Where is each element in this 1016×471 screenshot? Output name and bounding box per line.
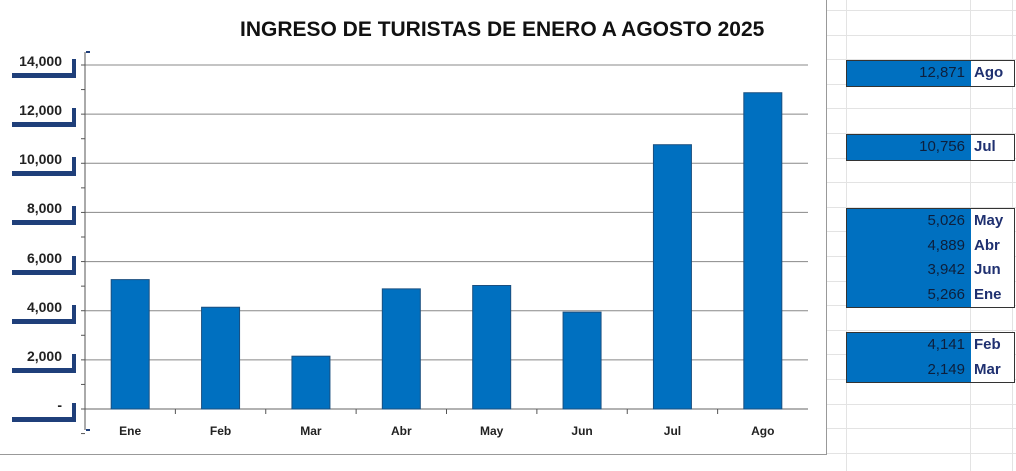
table-row[interactable]: 12,871 Ago <box>847 61 1014 86</box>
month-cell[interactable]: Jul <box>971 135 1014 160</box>
month-cell[interactable]: Ene <box>971 282 1014 307</box>
month-cell[interactable]: Feb <box>971 333 1014 358</box>
bar-may <box>472 285 512 410</box>
y-label-bracket <box>12 206 76 226</box>
x-tick-label: Feb <box>209 424 232 438</box>
value-block: 10,756 Jul <box>846 134 1015 161</box>
bar-jun <box>562 311 602 410</box>
y-label-bracket <box>12 353 76 373</box>
value-cell[interactable]: 12,871 <box>847 61 971 86</box>
y-tick-label: 8,000 <box>26 200 62 217</box>
table-row[interactable]: 3,942 Jun <box>847 258 1014 283</box>
table-row[interactable]: 10,756 Jul <box>847 135 1014 160</box>
value-cell[interactable]: 4,141 <box>847 333 971 358</box>
value-block: 5,026 May 4,889 Abr 3,942 Jun 5,266 Ene <box>846 208 1015 308</box>
x-tick-label: May <box>480 424 504 438</box>
y-tick-label: 12,000 <box>19 102 62 119</box>
bar-ene <box>110 279 150 410</box>
x-tick-label: Jul <box>663 424 682 438</box>
y-tick-label: 10,000 <box>19 151 62 168</box>
x-tick-label: Jun <box>571 424 593 438</box>
value-block: 4,141 Feb 2,149 Mar <box>846 332 1015 383</box>
value-block: 12,871 Ago <box>846 60 1015 87</box>
y-axis-bracket <box>86 51 90 431</box>
month-cell[interactable]: Jun <box>971 258 1014 283</box>
month-cell[interactable]: Ago <box>971 61 1014 86</box>
value-cell[interactable]: 5,026 <box>847 209 971 234</box>
value-cell[interactable]: 2,149 <box>847 357 971 382</box>
bar-chart[interactable]: INGRESO DE TURISTAS DE ENERO A AGOSTO 20… <box>0 0 827 455</box>
table-row[interactable]: 4,889 Abr <box>847 233 1014 258</box>
bar-abr <box>381 288 421 410</box>
chart-title: INGRESO DE TURISTAS DE ENERO A AGOSTO 20… <box>240 18 765 41</box>
table-row[interactable]: 2,149 Mar <box>847 357 1014 382</box>
value-cell[interactable]: 5,266 <box>847 282 971 307</box>
table-row[interactable]: 4,141 Feb <box>847 333 1014 358</box>
x-tick-label: Ene <box>119 424 142 438</box>
y-tick-label: 2,000 <box>26 347 62 364</box>
y-label-bracket <box>12 304 76 324</box>
x-tick-label: Ago <box>751 424 775 438</box>
month-cell[interactable]: Abr <box>971 233 1014 258</box>
month-cell[interactable]: Mar <box>971 357 1014 382</box>
bar-feb <box>201 306 241 410</box>
y-label-bracket <box>12 108 76 128</box>
table-row[interactable]: 5,026 May <box>847 209 1014 234</box>
value-cell[interactable]: 4,889 <box>847 233 971 258</box>
y-tick-label: - <box>57 397 62 413</box>
y-label-bracket <box>12 255 76 275</box>
y-tick-label: 6,000 <box>26 249 62 266</box>
x-tick-label: Mar <box>300 424 322 438</box>
y-label-bracket <box>12 403 76 422</box>
y-label-bracket <box>12 59 76 78</box>
table-row[interactable]: 5,266 Ene <box>847 282 1014 307</box>
y-tick-label: 14,000 <box>19 53 62 69</box>
x-tick-label: Abr <box>390 424 412 438</box>
value-cell[interactable]: 3,942 <box>847 258 971 283</box>
bar-mar <box>291 355 331 410</box>
y-label-bracket <box>12 157 76 177</box>
bar-jul <box>652 144 692 410</box>
month-cell[interactable]: May <box>971 209 1014 234</box>
y-tick-label: 4,000 <box>26 298 62 315</box>
chart-plot <box>81 51 808 435</box>
value-cell[interactable]: 10,756 <box>847 135 971 160</box>
bar-ago <box>743 92 783 410</box>
